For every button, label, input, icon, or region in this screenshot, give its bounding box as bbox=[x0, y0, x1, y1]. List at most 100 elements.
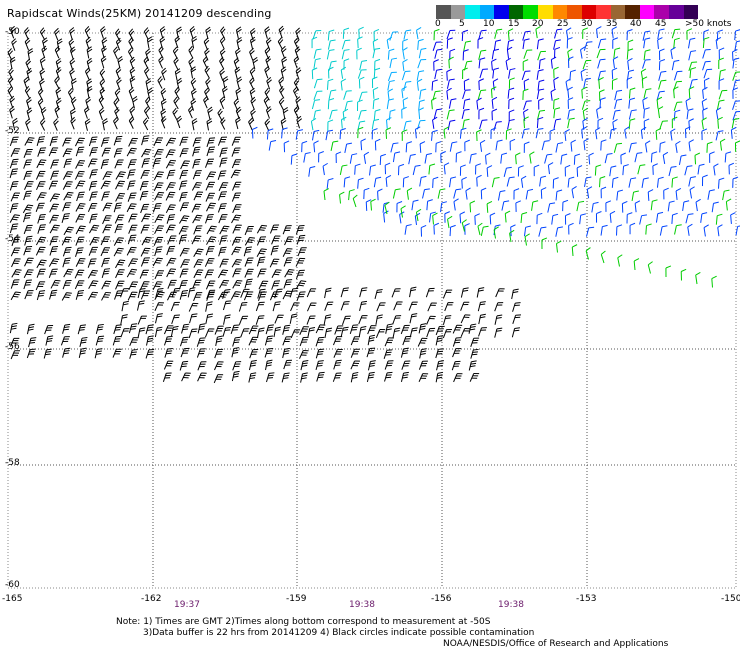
wind-barb bbox=[571, 186, 577, 199]
wind-barb bbox=[99, 78, 106, 92]
wind-barb bbox=[402, 176, 409, 188]
wind-barb bbox=[193, 269, 204, 279]
wind-barb bbox=[282, 290, 293, 300]
wind-barb bbox=[128, 28, 135, 42]
wind-barb bbox=[469, 153, 477, 164]
wind-barb bbox=[219, 157, 228, 168]
wind-barb bbox=[274, 288, 283, 299]
wind-barb bbox=[657, 37, 663, 49]
colorbar-label: 10 bbox=[483, 19, 495, 29]
wind-barb bbox=[191, 203, 202, 213]
wind-barb bbox=[597, 58, 606, 69]
wind-barb bbox=[403, 80, 412, 92]
wind-barb bbox=[217, 170, 227, 180]
wind-barb bbox=[645, 223, 652, 235]
wind-barb bbox=[231, 236, 242, 246]
colorbar-swatch bbox=[523, 5, 538, 19]
wind-barb bbox=[491, 108, 498, 121]
wind-barb bbox=[490, 86, 497, 99]
wind-barb bbox=[164, 335, 173, 346]
wind-barb bbox=[10, 192, 20, 202]
wind-barb bbox=[647, 261, 653, 274]
wind-barb bbox=[396, 201, 403, 213]
wind-barb bbox=[7, 76, 14, 89]
wind-barb bbox=[650, 151, 658, 163]
wind-barb bbox=[555, 189, 563, 201]
wind-barb bbox=[658, 79, 667, 90]
wind-barb bbox=[62, 280, 72, 290]
wind-barb bbox=[425, 287, 435, 298]
wind-barb bbox=[401, 129, 408, 141]
wind-barb bbox=[643, 37, 651, 49]
wind-barb bbox=[461, 219, 467, 232]
wind-barb bbox=[26, 323, 35, 335]
wind-barb bbox=[324, 287, 332, 299]
wind-barb bbox=[117, 56, 124, 69]
wind-barb bbox=[323, 314, 332, 325]
wind-barb bbox=[384, 337, 394, 347]
wind-barb bbox=[178, 280, 188, 290]
wind-barb bbox=[536, 116, 544, 129]
wind-barb bbox=[26, 107, 33, 120]
wind-barb bbox=[153, 137, 163, 147]
wind-barb bbox=[101, 147, 111, 157]
wind-barb bbox=[570, 139, 576, 152]
wind-barb bbox=[673, 101, 683, 112]
wind-barb bbox=[349, 324, 359, 335]
wind-barb bbox=[670, 128, 676, 141]
wind-barb bbox=[448, 98, 457, 109]
wind-barb bbox=[283, 279, 293, 289]
wind-barb bbox=[11, 258, 21, 268]
wind-barb bbox=[453, 188, 462, 199]
wind-barb bbox=[611, 176, 619, 188]
wind-barb bbox=[400, 347, 409, 358]
wind-barb bbox=[416, 26, 422, 40]
wind-barb bbox=[94, 348, 103, 359]
wind-barb bbox=[622, 164, 629, 176]
wind-barb bbox=[611, 78, 618, 90]
wind-barb bbox=[392, 188, 401, 199]
wind-barb bbox=[656, 96, 663, 109]
wind-barb bbox=[434, 48, 443, 59]
wind-barb bbox=[75, 289, 85, 300]
wind-barb bbox=[732, 57, 740, 69]
wind-barb bbox=[412, 164, 421, 176]
wind-barb bbox=[88, 180, 98, 191]
wind-barb bbox=[219, 235, 228, 246]
wind-barb bbox=[520, 175, 527, 188]
wind-barb bbox=[462, 49, 469, 61]
wind-barb bbox=[153, 171, 164, 181]
wind-barb bbox=[230, 291, 241, 300]
wind-barb bbox=[313, 48, 322, 59]
wind-barb bbox=[28, 337, 37, 348]
wind-barb bbox=[386, 117, 392, 129]
wind-barb bbox=[673, 80, 682, 91]
wind-barb bbox=[529, 151, 535, 164]
wind-barb bbox=[36, 159, 47, 169]
wind-barb bbox=[474, 213, 480, 225]
wind-barb bbox=[433, 59, 439, 71]
wind-barb bbox=[550, 88, 556, 101]
wind-barb bbox=[702, 86, 708, 99]
wind-barb bbox=[374, 58, 381, 71]
wind-barb bbox=[389, 57, 398, 69]
wind-barb bbox=[656, 90, 665, 101]
wind-barb bbox=[732, 87, 739, 99]
wind-barb bbox=[372, 47, 381, 59]
wind-barb bbox=[197, 323, 206, 334]
wind-barb bbox=[675, 187, 682, 200]
wind-barb bbox=[282, 347, 290, 359]
wind-barb bbox=[462, 118, 470, 130]
wind-barb bbox=[477, 37, 484, 49]
wind-barb bbox=[379, 153, 386, 166]
wind-barb bbox=[586, 226, 595, 237]
wind-barb bbox=[128, 323, 138, 334]
wind-barb bbox=[386, 36, 393, 49]
wind-barb bbox=[249, 77, 255, 90]
wind-barb bbox=[87, 269, 98, 279]
wind-barb bbox=[26, 67, 33, 81]
wind-barb bbox=[717, 116, 723, 129]
wind-barb bbox=[583, 41, 593, 51]
wind-barb bbox=[339, 164, 348, 175]
wind-barb bbox=[219, 36, 226, 50]
